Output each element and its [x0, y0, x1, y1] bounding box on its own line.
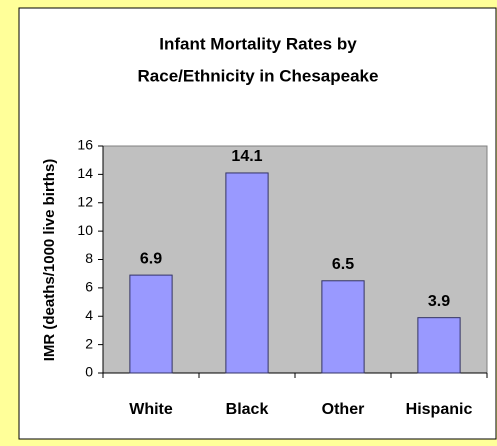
y-tick-label: 2	[85, 335, 93, 351]
bar	[129, 274, 173, 374]
y-tick-label: 12	[77, 193, 93, 209]
chart-title: Infant Mortality Rates by	[159, 34, 357, 53]
data-label: 3.9	[428, 293, 450, 310]
x-tick-label: Hispanic	[406, 401, 473, 418]
y-tick-label: 6	[85, 279, 93, 295]
x-tick-label: White	[129, 401, 173, 418]
y-axis-label: IMR (deaths/1000 live births)	[41, 159, 58, 362]
data-label: 6.9	[140, 250, 162, 267]
x-tick-label: Other	[322, 401, 365, 418]
y-tick-label: 14	[77, 165, 93, 181]
y-tick-label: 10	[77, 222, 93, 238]
chart-title: Race/Ethnicity in Chesapeake	[138, 66, 379, 85]
data-label: 14.1	[231, 148, 262, 165]
y-tick-label: 8	[85, 250, 93, 266]
y-tick-label: 4	[85, 307, 93, 323]
data-label: 6.5	[332, 256, 354, 273]
bar	[321, 280, 365, 374]
bar	[417, 317, 461, 374]
y-tick-label: 0	[85, 364, 93, 380]
bar	[225, 172, 269, 374]
y-tick-label: 16	[77, 137, 93, 153]
x-tick-label: Black	[226, 401, 269, 418]
